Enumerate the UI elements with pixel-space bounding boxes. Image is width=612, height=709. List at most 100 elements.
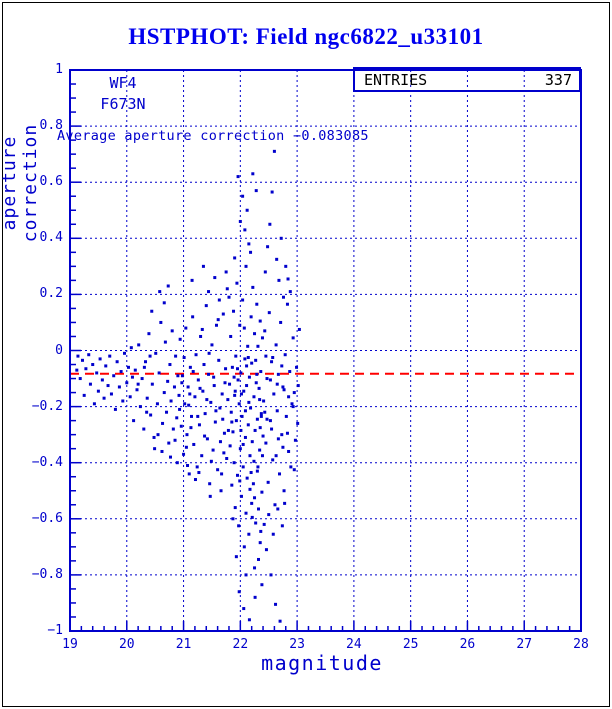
data-point — [130, 375, 134, 379]
data-point — [178, 407, 182, 411]
data-point — [292, 468, 296, 472]
average-aperture-correction-annotation: Average aperture correction −0.083085 — [57, 128, 369, 144]
data-point — [253, 496, 257, 500]
data-point — [223, 381, 227, 385]
data-point — [284, 414, 288, 418]
data-point — [225, 456, 229, 460]
data-point — [216, 468, 220, 472]
data-point — [266, 245, 270, 249]
data-point — [257, 507, 261, 511]
data-point — [236, 175, 240, 179]
data-point — [78, 377, 82, 381]
data-points — [75, 149, 301, 623]
data-point — [262, 522, 266, 526]
data-point — [287, 449, 291, 453]
data-point — [214, 323, 218, 327]
data-point — [228, 444, 232, 448]
data-point — [283, 501, 287, 505]
data-point — [258, 541, 262, 545]
data-point — [243, 435, 247, 439]
data-point — [222, 451, 226, 455]
data-point — [211, 448, 215, 452]
data-point — [238, 323, 242, 327]
data-point — [129, 346, 133, 350]
data-point — [189, 426, 193, 430]
data-point — [205, 398, 209, 402]
data-point — [284, 264, 288, 268]
data-point — [199, 334, 203, 338]
data-point — [259, 414, 263, 418]
data-point — [220, 392, 224, 396]
data-point — [292, 391, 296, 395]
data-point — [158, 290, 162, 294]
data-point — [272, 149, 276, 153]
y-tick-label: −0.8 — [31, 566, 63, 582]
data-point — [272, 392, 276, 396]
data-point — [274, 602, 278, 606]
data-point — [108, 354, 112, 358]
data-point — [193, 478, 197, 482]
data-point — [144, 360, 148, 364]
data-point — [290, 402, 294, 406]
data-point — [187, 403, 191, 407]
data-point — [252, 459, 256, 463]
data-point — [258, 426, 262, 430]
data-point — [175, 416, 179, 420]
data-point — [242, 545, 246, 549]
data-point — [254, 189, 258, 193]
x-tick-label: 28 — [573, 637, 589, 652]
data-point — [271, 356, 275, 360]
data-point — [263, 270, 267, 274]
data-point — [157, 371, 161, 375]
y-tick-label: 0 — [55, 342, 63, 358]
data-point — [104, 364, 108, 368]
data-point — [208, 494, 212, 498]
data-point — [254, 381, 258, 385]
data-point — [282, 489, 286, 493]
data-point — [145, 396, 149, 400]
data-point — [270, 190, 274, 194]
data-point — [119, 370, 123, 374]
x-tick-label: 25 — [402, 637, 419, 652]
data-point — [152, 435, 156, 439]
data-point — [230, 483, 234, 487]
data-point — [250, 501, 254, 505]
data-point — [187, 472, 191, 476]
data-point — [106, 384, 110, 388]
data-point — [239, 392, 243, 396]
data-point — [91, 363, 95, 367]
data-point — [222, 431, 226, 435]
data-point — [261, 434, 265, 438]
data-point — [270, 427, 274, 431]
x-tick-label: 24 — [346, 637, 362, 652]
data-point — [140, 377, 144, 381]
data-point — [149, 413, 153, 417]
data-point — [96, 389, 100, 393]
data-point — [275, 257, 279, 261]
data-point — [92, 402, 96, 406]
data-point — [296, 421, 300, 425]
data-point — [167, 441, 171, 445]
data-point — [263, 329, 267, 333]
data-point — [244, 573, 248, 577]
data-point — [254, 521, 258, 525]
data-point — [150, 309, 154, 313]
data-point — [137, 343, 141, 347]
data-point — [195, 465, 199, 469]
data-point — [162, 391, 166, 395]
entries-value: 337 — [544, 70, 572, 89]
data-point — [253, 595, 257, 599]
data-point — [186, 385, 190, 389]
data-point — [230, 420, 234, 424]
data-point — [200, 327, 204, 331]
data-point — [112, 374, 116, 378]
data-point — [162, 301, 166, 305]
data-point — [279, 236, 283, 240]
data-point — [231, 430, 235, 434]
data-point — [234, 354, 238, 358]
data-point — [262, 399, 266, 403]
data-point — [238, 219, 242, 223]
data-point — [279, 320, 283, 324]
